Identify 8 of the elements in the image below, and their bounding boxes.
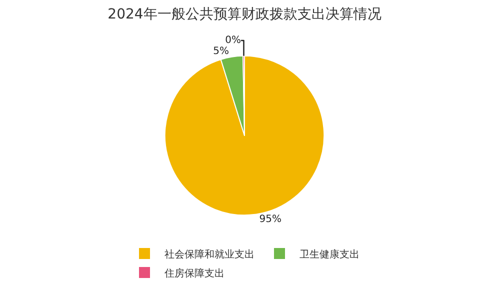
pie-slice <box>164 55 325 216</box>
legend-label: 卫生健康支出 <box>300 248 360 260</box>
data-label: 5% <box>213 46 230 58</box>
legend-label: 住房保障支出 <box>164 267 224 280</box>
data-label: 95% <box>259 214 282 226</box>
data-label: 0% <box>225 35 241 46</box>
legend-label: 社会保障和就业支出 <box>164 248 254 260</box>
chart-title: 2024年一般公共预算财政拨款支出决算情况 <box>108 6 382 23</box>
